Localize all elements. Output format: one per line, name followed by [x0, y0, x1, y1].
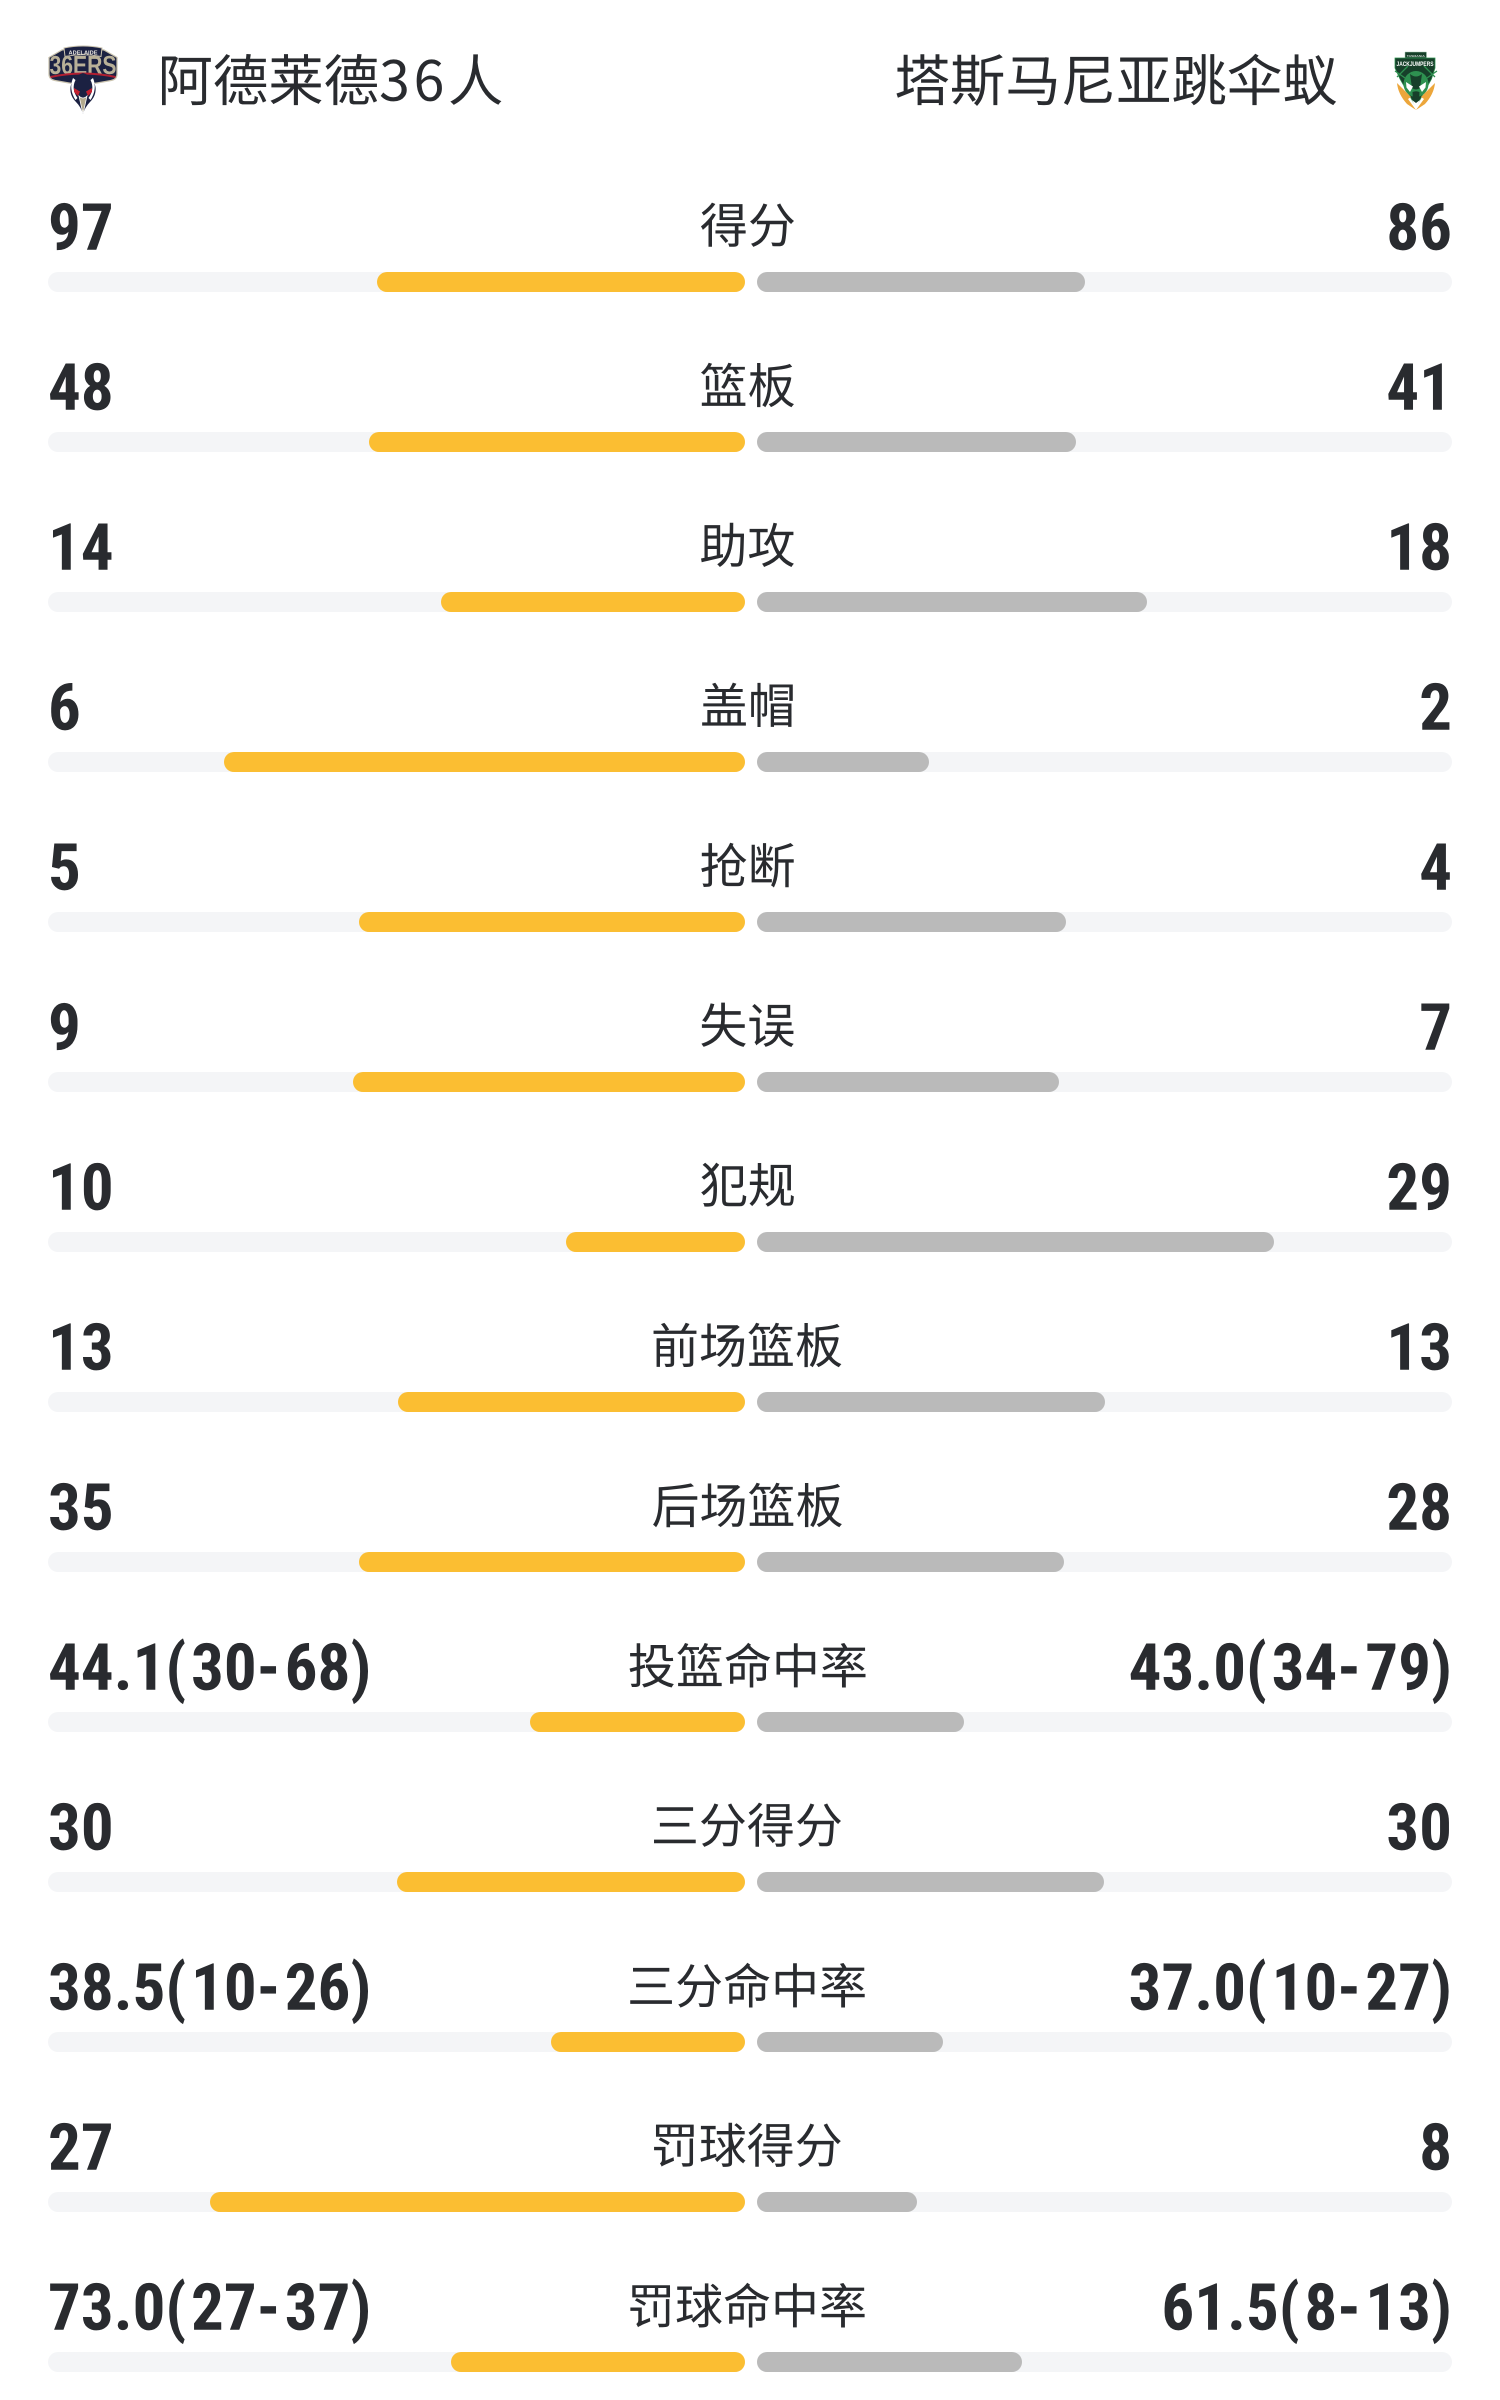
- svg-text:TASMANIA: TASMANIA: [1407, 53, 1425, 57]
- svg-text:ADELAIDE: ADELAIDE: [68, 50, 97, 56]
- svg-text:JACKJUMPERS: JACKJUMPERS: [1397, 62, 1434, 68]
